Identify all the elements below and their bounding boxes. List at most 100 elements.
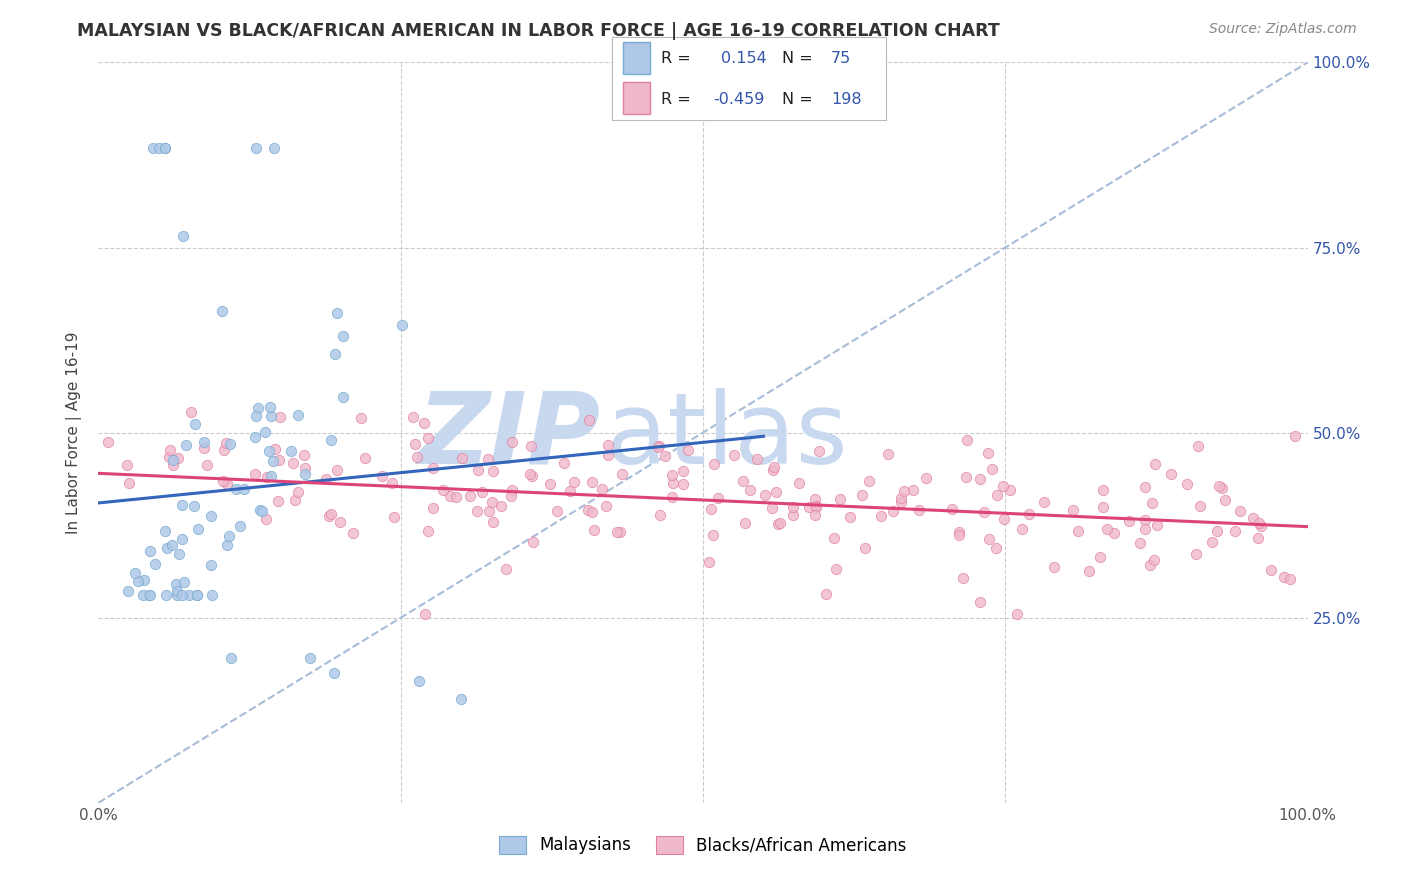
Point	[292, 448, 315, 462]
Point	[1090, 550, 1112, 565]
Point	[558, 483, 581, 498]
Point	[148, 140, 170, 154]
Point	[186, 589, 208, 603]
Point	[319, 433, 342, 447]
Point	[825, 562, 848, 576]
Point	[233, 483, 256, 497]
Point	[329, 515, 352, 529]
Point	[1175, 477, 1198, 491]
Point	[522, 534, 544, 549]
Point	[183, 499, 205, 513]
Point	[315, 472, 337, 486]
Point	[156, 541, 179, 556]
Point	[955, 434, 977, 448]
Point	[662, 476, 685, 491]
Point	[416, 431, 439, 445]
Point	[245, 409, 267, 424]
FancyBboxPatch shape	[623, 82, 650, 114]
Point	[676, 443, 699, 458]
FancyBboxPatch shape	[623, 43, 650, 74]
Point	[745, 452, 768, 467]
Point	[465, 504, 488, 518]
Point	[142, 140, 165, 154]
Point	[211, 304, 233, 318]
Point	[166, 583, 188, 598]
Point	[200, 558, 222, 572]
Point	[179, 589, 201, 603]
Point	[977, 532, 1000, 546]
Point	[915, 471, 938, 485]
Point	[610, 467, 633, 481]
Point	[243, 430, 266, 444]
Point	[187, 522, 209, 536]
Point	[986, 541, 1008, 556]
Point	[890, 491, 912, 506]
Text: R =: R =	[661, 51, 690, 66]
Point	[595, 499, 617, 513]
Point	[287, 485, 309, 500]
Point	[562, 475, 585, 490]
Point	[408, 673, 430, 688]
Point	[422, 501, 444, 516]
Point	[519, 467, 541, 481]
Point	[697, 555, 720, 569]
Point	[477, 451, 499, 466]
Point	[654, 449, 676, 463]
Point	[284, 492, 307, 507]
Point	[138, 589, 160, 603]
Point	[173, 574, 195, 589]
Point	[391, 318, 413, 332]
Point	[1284, 429, 1306, 443]
Point	[478, 503, 501, 517]
Point	[538, 477, 561, 491]
Point	[167, 547, 190, 561]
Point	[591, 482, 613, 496]
Point	[501, 435, 523, 450]
Point	[489, 500, 512, 514]
Text: R =: R =	[661, 92, 690, 107]
Point	[1260, 563, 1282, 577]
Point	[127, 574, 149, 589]
Point	[139, 544, 162, 558]
Text: 0.154: 0.154	[721, 51, 768, 66]
Point	[1129, 535, 1152, 549]
Point	[1102, 526, 1125, 541]
Point	[215, 435, 238, 450]
Point	[765, 485, 787, 500]
Point	[804, 491, 827, 506]
Point	[955, 470, 977, 484]
Point	[323, 347, 346, 361]
Point	[648, 439, 671, 453]
Point	[195, 458, 218, 472]
Point	[609, 525, 631, 540]
Point	[908, 503, 931, 517]
Point	[439, 489, 461, 503]
Point	[482, 464, 505, 478]
Point	[1201, 534, 1223, 549]
Point	[576, 503, 599, 517]
Point	[1143, 457, 1166, 471]
Point	[404, 437, 426, 451]
Point	[200, 508, 222, 523]
Point	[249, 503, 271, 517]
Point	[326, 463, 349, 477]
Point	[294, 461, 316, 475]
Point	[1241, 510, 1264, 524]
Point	[413, 607, 436, 621]
Point	[1066, 524, 1088, 538]
Point	[221, 651, 243, 665]
Point	[858, 474, 880, 488]
Point	[184, 417, 207, 432]
Point	[1143, 553, 1166, 567]
Point	[1213, 493, 1236, 508]
Point	[1229, 504, 1251, 518]
Legend: Malaysians, Blacks/African Americans: Malaysians, Blacks/African Americans	[492, 829, 914, 861]
Point	[418, 524, 440, 538]
Point	[650, 508, 672, 522]
Point	[250, 504, 273, 518]
Point	[269, 409, 291, 424]
Point	[1077, 564, 1099, 578]
Point	[606, 524, 628, 539]
Point	[269, 452, 291, 467]
Point	[257, 443, 280, 458]
